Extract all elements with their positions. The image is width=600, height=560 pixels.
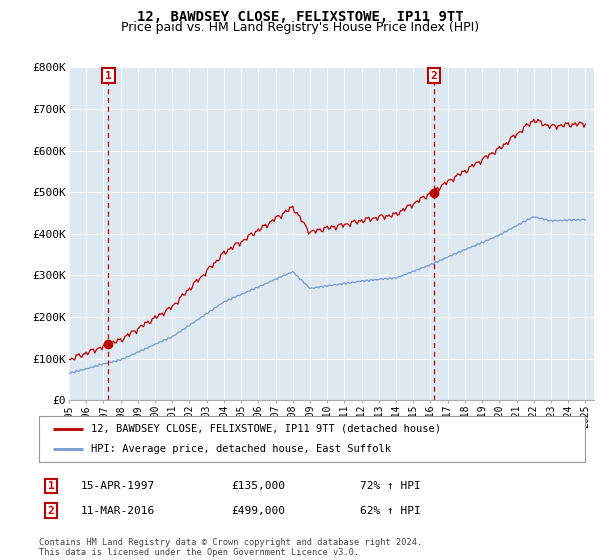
Text: 72% ↑ HPI: 72% ↑ HPI (360, 481, 421, 491)
Text: 2: 2 (430, 71, 437, 81)
Text: 1: 1 (47, 481, 55, 491)
Text: Price paid vs. HM Land Registry's House Price Index (HPI): Price paid vs. HM Land Registry's House … (121, 21, 479, 34)
Text: Contains HM Land Registry data © Crown copyright and database right 2024.
This d: Contains HM Land Registry data © Crown c… (39, 538, 422, 557)
Text: 11-MAR-2016: 11-MAR-2016 (81, 506, 155, 516)
Text: 15-APR-1997: 15-APR-1997 (81, 481, 155, 491)
Text: 1: 1 (105, 71, 112, 81)
Text: 62% ↑ HPI: 62% ↑ HPI (360, 506, 421, 516)
Text: 2: 2 (47, 506, 55, 516)
Text: £499,000: £499,000 (231, 506, 285, 516)
Text: HPI: Average price, detached house, East Suffolk: HPI: Average price, detached house, East… (91, 444, 391, 454)
Text: 12, BAWDSEY CLOSE, FELIXSTOWE, IP11 9TT (detached house): 12, BAWDSEY CLOSE, FELIXSTOWE, IP11 9TT … (91, 424, 441, 434)
Text: 12, BAWDSEY CLOSE, FELIXSTOWE, IP11 9TT: 12, BAWDSEY CLOSE, FELIXSTOWE, IP11 9TT (137, 10, 463, 24)
Text: £135,000: £135,000 (231, 481, 285, 491)
